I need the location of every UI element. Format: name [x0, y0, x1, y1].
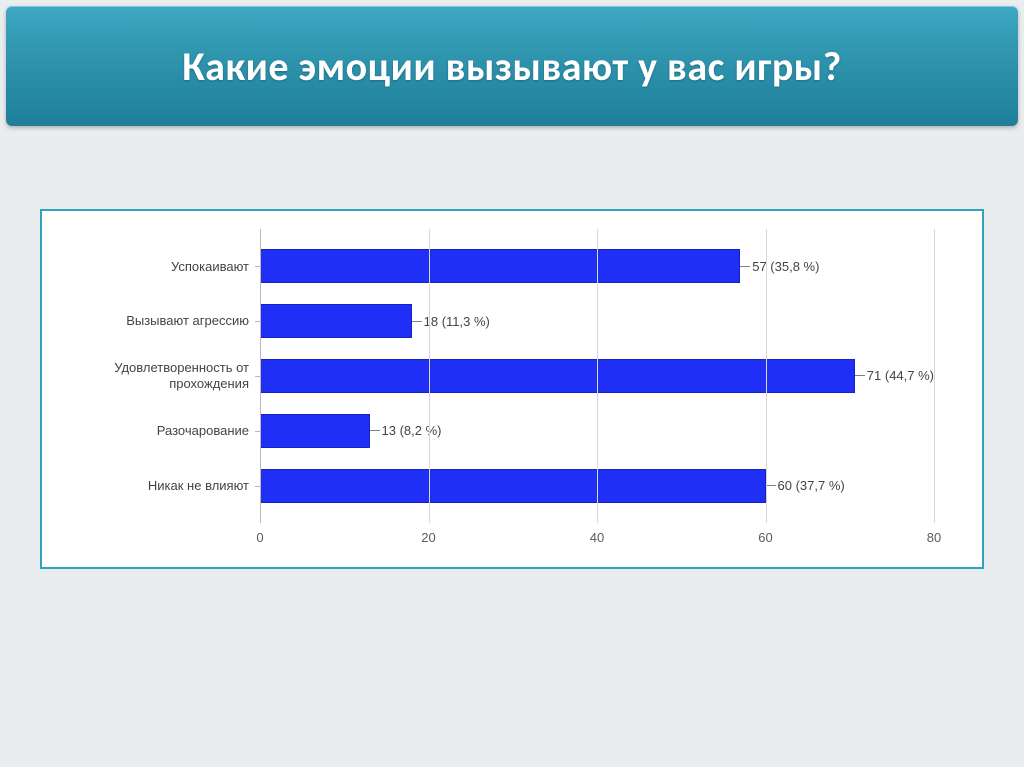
bar-value-label: 60 (37,7 %) [778, 478, 845, 493]
bar-value-label: 18 (11,3 %) [424, 314, 490, 329]
slide-header: Какие эмоции вызывают у вас игры? [6, 6, 1018, 126]
bar-value-label: 71 (44,7 %) [867, 368, 934, 383]
category-label: Разочарование [60, 413, 255, 449]
bar [260, 469, 766, 503]
bar-value-label: 13 (8,2 %) [382, 423, 442, 438]
bar-connector [370, 430, 380, 431]
chart-frame: Успокаивают Вызывают агрессию Удовлетворен… [40, 209, 984, 569]
grid-line [429, 229, 430, 523]
category-label: Вызывают агрессию [60, 303, 255, 339]
category-label: Успокаивают [60, 248, 255, 284]
slide: Какие эмоции вызывают у вас игры? Успока… [0, 6, 1024, 767]
bar-connector [855, 375, 865, 376]
x-tick-label: 60 [758, 530, 772, 545]
grid-line [597, 229, 598, 523]
bar-connector [766, 485, 776, 486]
bar-connector [740, 266, 750, 267]
bar [260, 414, 370, 448]
bar [260, 249, 740, 283]
grid-line [260, 229, 261, 523]
bar [260, 304, 412, 338]
plot-area: 57 (35,8 %) 18 (11,3 %) 71 (44,7 %) 13 (8,2… [260, 229, 934, 523]
x-tick-label: 0 [256, 530, 263, 545]
category-label: Никак не влияют [60, 468, 255, 504]
x-tick-label: 40 [590, 530, 604, 545]
bar-value-label: 57 (35,8 %) [752, 259, 819, 274]
grid-line [766, 229, 767, 523]
grid-line [934, 229, 935, 523]
x-tick-label: 20 [421, 530, 435, 545]
x-tick-label: 80 [927, 530, 941, 545]
category-labels: Успокаивают Вызывают агрессию Удовлетворен… [60, 229, 255, 523]
bar-connector [412, 321, 422, 322]
slide-title: Какие эмоции вызывают у вас игры? [182, 42, 842, 91]
category-label: Удовлетворенность от прохождения [60, 358, 255, 394]
chart-body: Успокаивают Вызывают агрессию Удовлетворен… [60, 229, 964, 557]
